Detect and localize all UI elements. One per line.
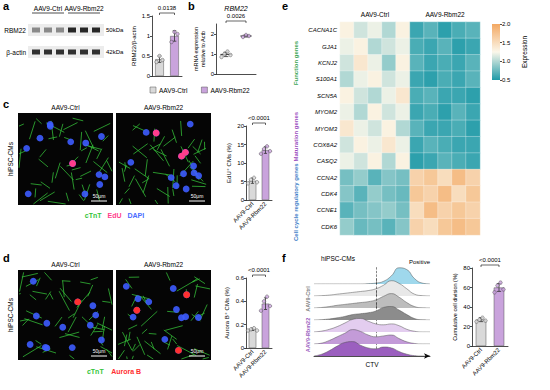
svg-text:0.0026: 0.0026 [227,13,246,19]
svg-text:RBM22: RBM22 [224,5,247,12]
svg-text:KCNJ2: KCNJ2 [318,60,338,66]
svg-text:AAV9-Rbm22: AAV9-Rbm22 [238,200,268,230]
svg-text:f: f [282,252,286,264]
svg-text:0.0138: 0.0138 [158,5,177,11]
svg-text:20: 20 [463,324,470,330]
svg-text:1: 1 [147,33,151,39]
svg-text:mRNA expression: mRNA expression [193,27,199,71]
svg-text:50kDa: 50kDa [106,27,124,33]
svg-text:20: 20 [237,123,244,129]
svg-text:Expression: Expression [521,36,529,69]
svg-text:AAV9-Rbm22: AAV9-Rbm22 [64,5,104,12]
svg-text:AAV9-Ctrl: AAV9-Ctrl [460,346,484,370]
svg-text:2.0: 2.0 [502,21,511,27]
svg-text:a: a [3,0,10,12]
svg-text:0.4: 0.4 [236,298,245,304]
svg-text:AAV9-Rbm22: AAV9-Rbm22 [144,104,184,111]
svg-text:COX6A2: COX6A2 [313,142,337,148]
svg-text:cTnT: cTnT [87,368,104,375]
svg-text:CCNA2: CCNA2 [317,175,338,181]
svg-text:AAV9-Rbm22: AAV9-Rbm22 [144,261,184,268]
svg-text:AAV9-Ctrl: AAV9-Ctrl [34,5,63,12]
svg-text:<0.0001: <0.0001 [479,257,502,263]
svg-text:1.5: 1.5 [142,13,151,19]
svg-text:50μm: 50μm [93,348,106,354]
svg-text:0: 0 [147,73,151,79]
svg-text:AAV9-Rbm22: AAV9-Rbm22 [238,348,268,378]
svg-text:AAV9-Ctrl: AAV9-Ctrl [361,11,390,18]
svg-text:CDK6: CDK6 [321,224,338,230]
svg-text:b: b [188,0,195,12]
svg-text:EdU⁺ CMs (%): EdU⁺ CMs (%) [226,143,232,183]
svg-text:MYOM2: MYOM2 [315,109,338,115]
svg-text:CACNA1C: CACNA1C [308,27,337,33]
svg-text:50μm: 50μm [191,193,204,199]
svg-text:CCNE1: CCNE1 [317,207,337,213]
svg-text:0.5: 0.5 [502,77,511,83]
svg-text:<0.0001: <0.0001 [248,115,271,121]
svg-text:GJA1: GJA1 [322,44,337,50]
svg-text:AAV9-Rbm22: AAV9-Rbm22 [471,346,501,376]
svg-text:S100A1: S100A1 [316,76,337,82]
svg-text:CASQ2: CASQ2 [317,158,338,164]
svg-text:d: d [3,252,10,264]
svg-text:hiPSC-CMs: hiPSC-CMs [7,297,14,332]
svg-text:AAV9-Rbm22: AAV9-Rbm22 [425,11,465,18]
svg-text:MYOM3: MYOM3 [315,126,338,132]
svg-text:c: c [3,98,9,110]
svg-text:AAV9-Ctrl: AAV9-Ctrl [51,261,80,268]
svg-text:relative to Actb: relative to Actb [200,31,206,67]
svg-text:Maturation genes: Maturation genes [293,111,299,161]
svg-text:Cell cycle regulatory genes: Cell cycle regulatory genes [293,163,299,241]
svg-text:AAV9-Ctrl: AAV9-Ctrl [51,104,80,111]
svg-text:Positive: Positive [409,259,431,265]
svg-text:2: 2 [211,31,215,37]
svg-text:RBM22: RBM22 [4,27,26,34]
svg-text:10: 10 [237,160,244,166]
svg-text:0.2: 0.2 [236,322,245,328]
svg-text:50μm: 50μm [191,348,204,354]
svg-text:SCN5A: SCN5A [317,93,337,99]
svg-text:1.0: 1.0 [502,58,511,64]
svg-text:CDK4: CDK4 [321,191,338,197]
svg-text:Cumulative cell division (%): Cumulative cell division (%) [452,273,458,340]
svg-text:60: 60 [463,285,470,291]
svg-text:RBM22/β-actin: RBM22/β-actin [131,26,137,66]
svg-text:0: 0 [241,345,245,351]
svg-text:AAV9-Ctrl: AAV9-Ctrl [231,348,255,372]
svg-text:β-actin: β-actin [6,49,26,57]
svg-text:e: e [282,0,288,12]
svg-text:15: 15 [237,142,244,148]
svg-text:EdU: EdU [108,212,122,219]
svg-text:42kDa: 42kDa [106,49,124,55]
svg-text:0: 0 [241,197,245,203]
svg-text:hiPSC-CMs: hiPSC-CMs [321,255,356,262]
svg-text:0.6: 0.6 [236,275,245,281]
svg-text:Aurora B⁺ CMs (%): Aurora B⁺ CMs (%) [224,287,230,339]
svg-text:0: 0 [211,71,215,77]
svg-text:AAV9-Rbm22: AAV9-Rbm22 [305,318,311,352]
svg-text:<0.0001: <0.0001 [248,267,271,273]
svg-text:AAV9-Ctrl: AAV9-Ctrl [231,200,255,224]
svg-text:80: 80 [463,265,470,271]
svg-text:AAV9-Ctrl: AAV9-Ctrl [159,87,188,94]
svg-text:AAV9-Rbm22: AAV9-Rbm22 [210,87,250,94]
svg-text:cTnT: cTnT [85,212,102,219]
svg-text:40: 40 [463,304,470,310]
svg-text:0.5: 0.5 [142,53,151,59]
svg-text:1: 1 [211,51,215,57]
svg-text:50μm: 50μm [93,193,106,199]
svg-text:0: 0 [467,343,471,349]
svg-text:hiPSC-CMs: hiPSC-CMs [7,141,14,176]
svg-text:CTV: CTV [366,361,380,368]
svg-text:DAPI: DAPI [127,212,144,219]
svg-text:AAV9-Ctrl: AAV9-Ctrl [305,286,311,312]
svg-text:1.5: 1.5 [502,40,511,46]
svg-text:Aurora B: Aurora B [111,368,141,375]
svg-text:Function genes: Function genes [293,40,299,85]
svg-text:5: 5 [241,179,245,185]
